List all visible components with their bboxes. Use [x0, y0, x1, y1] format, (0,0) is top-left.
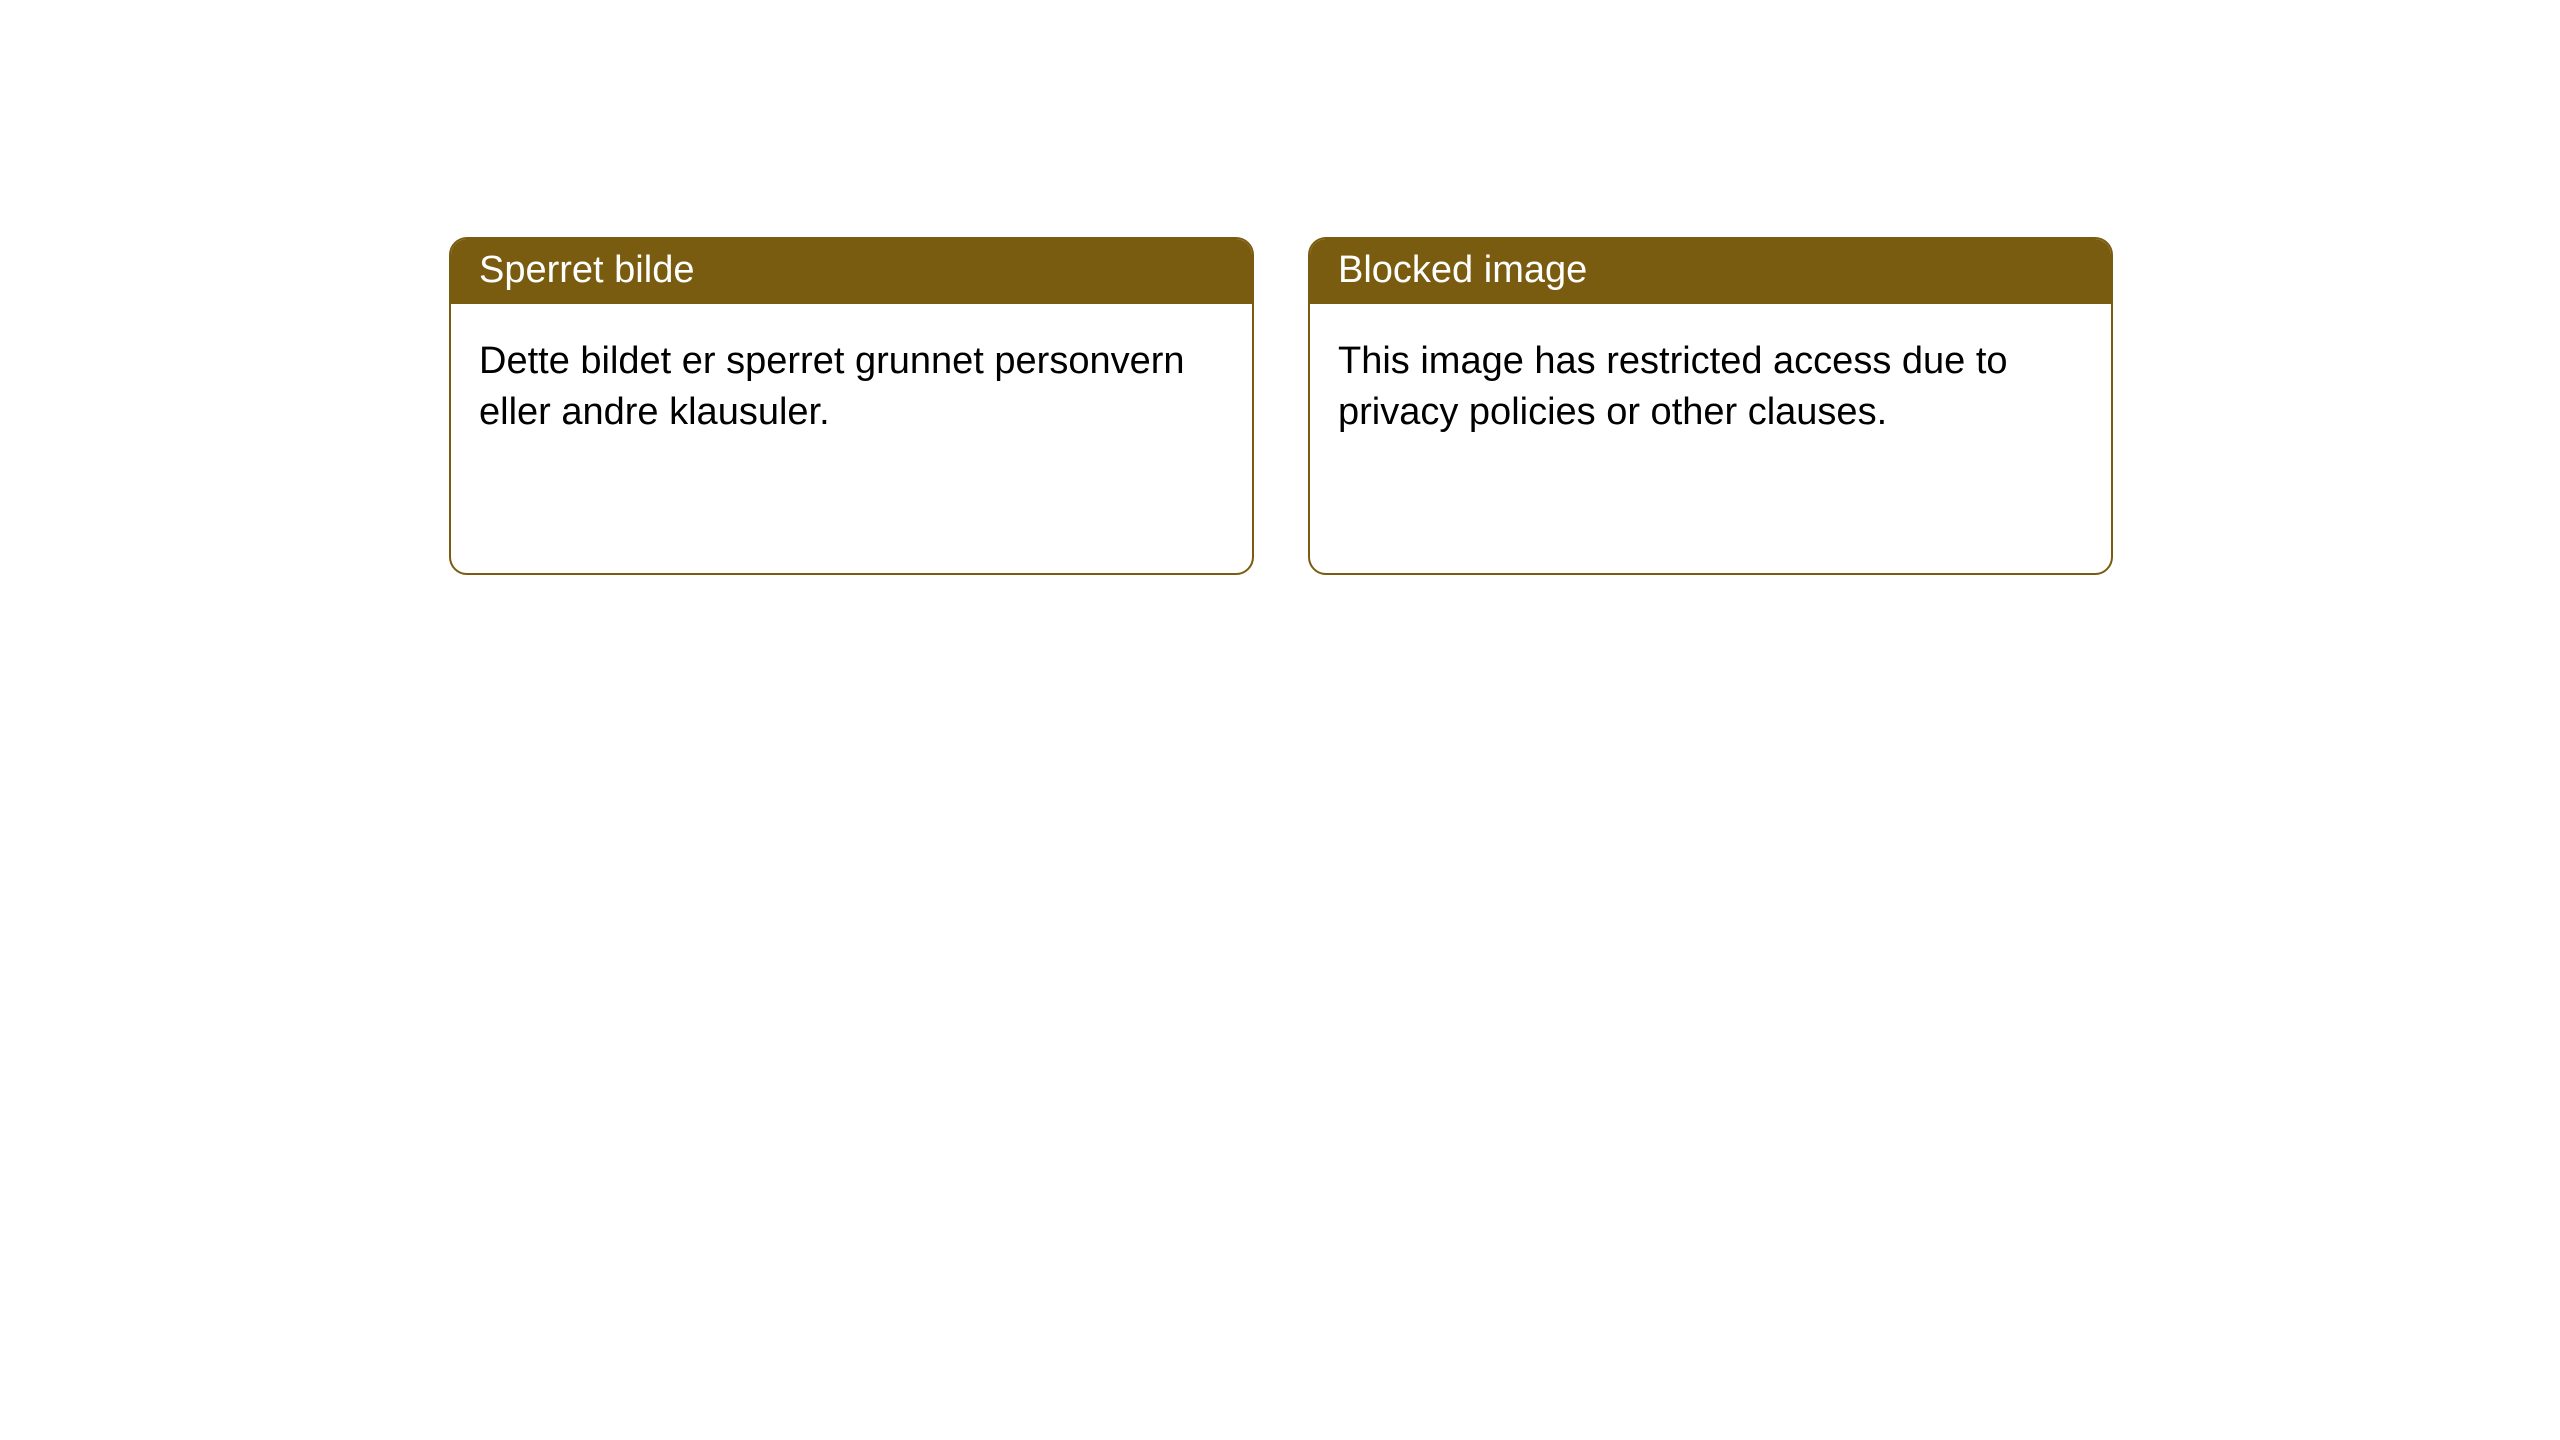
card-title-en: Blocked image: [1310, 239, 2111, 304]
notice-cards-container: Sperret bilde Dette bildet er sperret gr…: [0, 0, 2560, 575]
blocked-image-card-no: Sperret bilde Dette bildet er sperret gr…: [449, 237, 1254, 575]
card-title-no: Sperret bilde: [451, 239, 1252, 304]
card-body-no: Dette bildet er sperret grunnet personve…: [451, 304, 1252, 471]
blocked-image-card-en: Blocked image This image has restricted …: [1308, 237, 2113, 575]
card-body-en: This image has restricted access due to …: [1310, 304, 2111, 471]
